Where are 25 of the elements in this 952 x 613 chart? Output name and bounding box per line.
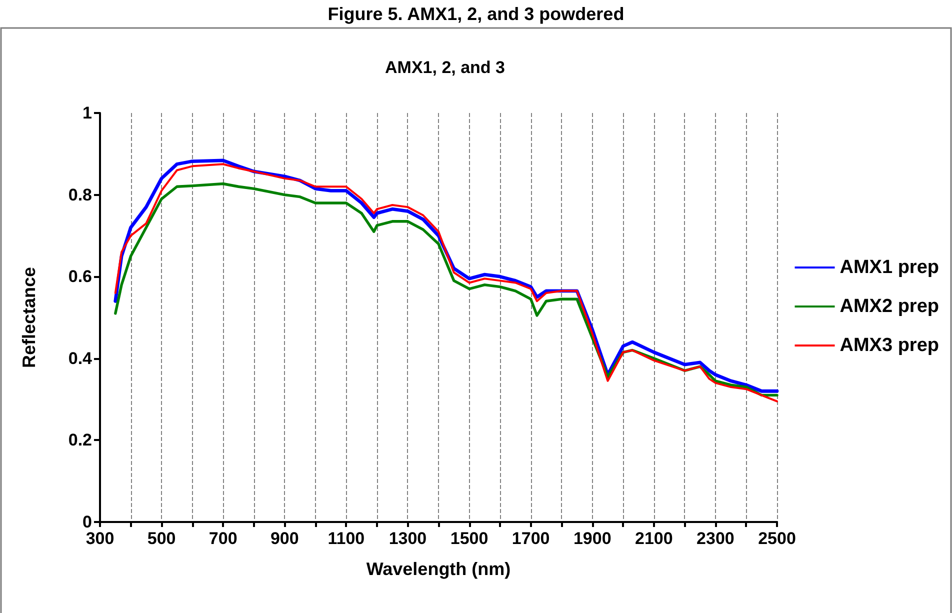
x-tick-label: 900 (270, 529, 299, 548)
x-axis-title: Wavelength (nm) (366, 559, 511, 579)
x-tick-label: 1700 (512, 529, 550, 548)
x-tick-label: 2500 (758, 529, 796, 548)
x-tick-label: 700 (208, 529, 238, 548)
legend-label: AMX1 prep (840, 257, 940, 278)
y-axis-title: Reflectance (19, 266, 39, 368)
chart-subtitle: AMX1, 2, and 3 (385, 58, 505, 77)
y-tick-label: 1 (82, 104, 92, 122)
y-tick-label: 0 (82, 512, 92, 532)
x-tick-label: 2300 (696, 529, 734, 548)
x-tick-label: 300 (86, 529, 114, 548)
x-tick-label: 2100 (634, 529, 673, 548)
legend-label: AMX2 prep (840, 296, 940, 317)
y-tick-label: 0.8 (68, 185, 92, 204)
y-tick-label: 0.4 (68, 348, 93, 368)
y-tick-label: 0.2 (68, 430, 92, 450)
y-tick-label: 0.6 (68, 267, 92, 286)
x-tick-label: 1100 (328, 529, 365, 548)
x-tick-label: 1500 (450, 529, 488, 548)
legend-label: AMX3 prep (840, 335, 940, 356)
x-tick-label: 500 (147, 529, 176, 548)
x-tick-label: 1900 (573, 529, 612, 548)
chart-title: Figure 5. AMX1, 2, and 3 powdered (328, 4, 624, 24)
x-tick-label: 1300 (388, 529, 427, 548)
